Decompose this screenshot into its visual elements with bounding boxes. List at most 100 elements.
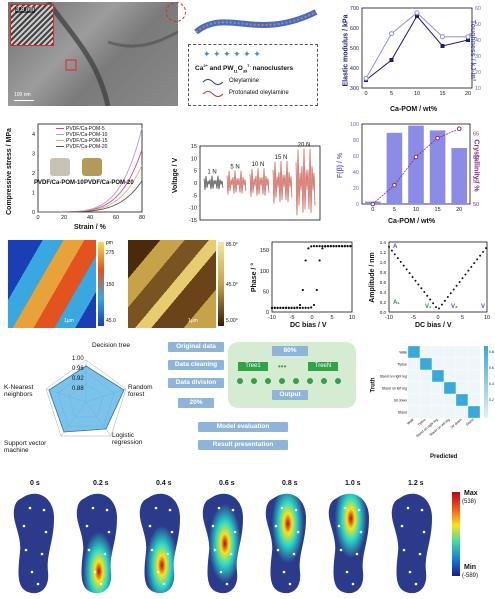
beta-bar <box>408 125 424 204</box>
modulus-ytick-left: 600 <box>350 26 359 32</box>
phase-point <box>349 245 352 248</box>
beta-ytick-left: 0 <box>356 202 359 208</box>
confusion-colorbar <box>484 346 488 418</box>
stress-ylabel: Compressive stress / MPa <box>5 128 13 215</box>
cb1-tick-3: 45.0 <box>106 318 116 324</box>
phase-chart: Phase / ° -10 -5 0 5 10 0 50 100 150 DC bias / V <box>250 238 360 333</box>
tem-image: 3.8 nm 100 nm <box>8 2 178 106</box>
modulus-ytick-right: 20 <box>475 70 481 76</box>
amplitude-point <box>423 291 426 294</box>
phase-point <box>310 306 313 309</box>
phase-point <box>273 306 276 309</box>
voltage-trace <box>226 170 247 195</box>
amplitude-ytick: 0.2 <box>380 300 387 305</box>
insole-time-label: 0.2 s <box>93 480 109 487</box>
sensor-dot <box>168 508 172 512</box>
phase-xtick: -5 <box>290 315 295 321</box>
sensor-dot <box>418 552 422 556</box>
sensor-dot <box>288 582 292 586</box>
confusion-cell <box>407 357 421 371</box>
insole-map <box>76 493 117 594</box>
sensor-dot <box>105 508 109 512</box>
amplitude-point <box>417 283 420 286</box>
insole-time-label: 1.0 s <box>345 480 361 487</box>
confusion-cell <box>455 369 469 383</box>
confusion-cell <box>443 393 457 407</box>
flowchart: Original data Data cleaning Data divisio… <box>168 342 358 467</box>
voltage-trace <box>272 160 293 204</box>
flow-division: Data division <box>168 378 224 388</box>
sample-photo-20 <box>82 158 102 176</box>
voltage-plot: -15 -10 -5 0 5 10 15 1 N 5 N 10 N 15 N 20 N <box>189 142 321 224</box>
modulus-plot: 0 5 10 15 20 300 400 500 600 700 10 20 30 40 50 60 <box>350 6 481 97</box>
confusion-cell <box>419 405 433 419</box>
radar-area <box>48 365 125 433</box>
amplitude-point <box>440 303 443 306</box>
stress-ytick: 2 <box>32 171 35 177</box>
beta-xtick: 5 <box>393 207 396 213</box>
confusion-cell <box>467 381 481 395</box>
confusion-cell <box>455 381 469 395</box>
sensor-dot <box>99 582 103 586</box>
insole-time-label: 0.6 s <box>219 480 235 487</box>
insole-time-label: 0.8 s <box>282 480 298 487</box>
confusion-cell <box>455 405 469 419</box>
cluster-icons: ✦ ✦ ✦ ✦ ✦ ✦ <box>203 49 261 59</box>
sensor-dot <box>217 506 221 510</box>
sensor-dot <box>420 508 424 512</box>
amplitude-point <box>435 306 438 309</box>
amplitude-point <box>411 275 414 278</box>
flow-20pct: 20% <box>178 398 214 408</box>
amplitude-point <box>455 284 458 287</box>
insole-shape <box>202 493 243 594</box>
flow-result: Result presentation <box>198 440 288 450</box>
stress-chart: Compressive stress / MPa 0 20 40 60 80 0 1 2 3 4 … <box>4 118 154 238</box>
phase-point <box>321 247 324 250</box>
voltage-chart: Voltage / V -15 -10 -5 0 5 10 15 1 N 5 N 10 N 15 N… <box>172 142 328 227</box>
stress-frame <box>37 123 143 213</box>
amplitude-point <box>429 298 432 301</box>
modulus-line <box>365 15 469 81</box>
sensor-dot <box>292 552 296 556</box>
confusion-cell <box>431 369 445 383</box>
phase-point <box>304 259 307 262</box>
phase-ytick: 50 <box>263 289 269 295</box>
sensor-dot <box>355 552 359 556</box>
sensor-dot <box>339 548 343 552</box>
radar-label-logistic: Logistic regression <box>112 432 143 446</box>
phase-point <box>329 245 332 248</box>
confusion-col-label: Sit down <box>450 418 463 430</box>
modulus-ytick-right: 60 <box>475 6 481 12</box>
amplitude-frame <box>388 241 488 313</box>
photo-label-10: PVDF/Ca-POM-10 <box>34 180 84 186</box>
cb1-tick-0: pm <box>106 240 113 246</box>
swatch-15 <box>56 140 64 141</box>
sensor-dot <box>162 582 166 586</box>
flow-cleaning: Data cleaning <box>168 360 224 370</box>
voltage-force-label: 20 N <box>298 142 311 148</box>
confusion-cell <box>455 393 469 407</box>
stress-legend-10: PVDF/Ca-POM-10 <box>66 132 108 138</box>
sensor-dot <box>150 548 154 552</box>
protonated-line <box>202 91 224 97</box>
confusion-cell <box>407 381 421 395</box>
modulus-chart: Elastic modulus / kPa Toughness / kJ·m³ … <box>330 2 495 117</box>
radar-tick-2: 0.92 <box>72 376 84 382</box>
sensor-dot <box>233 530 237 534</box>
confusion-row-label: Stand on right leg <box>380 375 407 379</box>
beta-bar <box>429 130 446 204</box>
confusion-col-label: Stand <box>465 418 475 427</box>
sensor-dot <box>44 530 48 534</box>
amplitude-point <box>408 272 411 275</box>
amplitude-ytick: 1.2 <box>380 250 387 255</box>
sensor-dot <box>154 506 158 510</box>
phase-point <box>340 245 344 248</box>
flow-original: Original data <box>168 342 224 352</box>
amplitude-point <box>396 257 399 260</box>
radar-tick-0: 1.00 <box>72 356 84 362</box>
voltage-trace <box>295 148 316 216</box>
amplitude-point <box>443 299 446 302</box>
confusion-xlabel: Predicted <box>430 454 458 460</box>
amplitude-ytick: 1.4 <box>380 240 387 245</box>
